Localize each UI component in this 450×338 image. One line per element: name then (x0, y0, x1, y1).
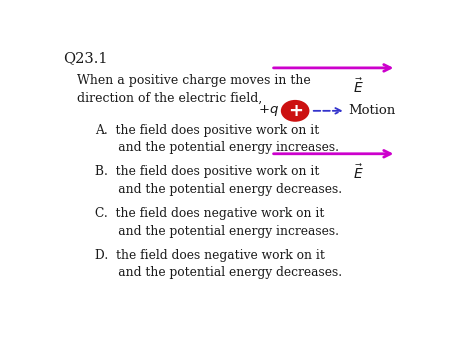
Text: When a positive charge moves in the
direction of the electric field,: When a positive charge moves in the dire… (77, 74, 311, 105)
Circle shape (282, 101, 308, 121)
Text: Q23.1: Q23.1 (63, 51, 108, 65)
Text: B.  the field does positive work on it
      and the potential energy decreases.: B. the field does positive work on it an… (94, 166, 342, 196)
Text: A.  the field does positive work on it
      and the potential energy increases.: A. the field does positive work on it an… (94, 124, 338, 154)
Text: $+q$: $+q$ (258, 103, 279, 118)
Text: C.  the field does negative work on it
      and the potential energy increases.: C. the field does negative work on it an… (94, 207, 338, 238)
Text: $\vec{E}$: $\vec{E}$ (352, 77, 363, 96)
Text: D.  the field does negative work on it
      and the potential energy decreases.: D. the field does negative work on it an… (94, 249, 342, 279)
Text: Motion: Motion (348, 104, 396, 117)
Text: +: + (288, 102, 303, 120)
Text: $\vec{E}$: $\vec{E}$ (352, 163, 363, 182)
